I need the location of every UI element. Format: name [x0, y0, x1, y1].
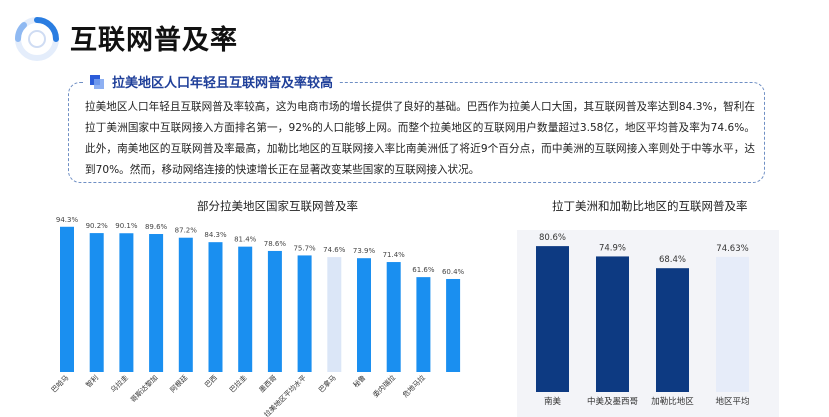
left-bar	[60, 226, 74, 372]
left-value-label: 78.6%	[264, 240, 287, 248]
right-bar	[596, 256, 629, 392]
left-value-label: 89.6%	[145, 223, 168, 231]
callout-box	[68, 82, 765, 183]
left-value-label: 73.9%	[353, 247, 376, 255]
left-value-label: 61.6%	[412, 266, 435, 274]
left-category-label: 巴西	[203, 374, 219, 390]
right-value-label: 68.4%	[659, 255, 686, 265]
right-bar	[716, 256, 749, 392]
left-chart-title: 部分拉美地区国家互联网普及率	[197, 199, 358, 213]
left-value-label: 90.1%	[115, 222, 138, 230]
left-bar	[119, 233, 134, 372]
square-icon	[90, 74, 104, 89]
callout-header: 拉美地区人口年轻且互联网普及率较高	[84, 72, 340, 91]
left-category-label: 智利	[84, 373, 100, 389]
right-category-label: 中美及墨西哥	[587, 396, 639, 407]
right-chart-title: 拉丁美洲和加勒比地区的互联网普及率	[552, 199, 748, 213]
left-bar	[446, 278, 461, 372]
left-value-label: 90.2%	[86, 222, 109, 230]
left-category-label: 乌拉圭	[109, 373, 130, 394]
left-bar	[327, 257, 342, 372]
left-bar	[149, 234, 164, 372]
left-category-label: 秘鲁	[351, 373, 367, 389]
right-value-label: 80.6%	[539, 233, 566, 243]
logo-icon	[14, 17, 59, 61]
left-value-label: 94.3%	[56, 216, 79, 224]
left-category-label: 哥斯达黎加	[128, 373, 159, 404]
left-value-label: 71.4%	[383, 251, 406, 259]
right-value-label: 74.63%	[716, 244, 748, 254]
left-value-label: 84.3%	[204, 231, 227, 239]
left-bar	[386, 262, 401, 372]
left-value-label: 81.4%	[234, 236, 257, 244]
right-category-label: 加勒比地区	[651, 396, 694, 407]
left-category-label: 阿根廷	[168, 373, 189, 394]
left-bar	[238, 246, 253, 372]
left-category-label: 巴拉圭	[227, 373, 248, 394]
left-category-label: 巴拿马	[317, 373, 338, 394]
page-title: 互联网普及率	[70, 25, 238, 56]
right-bar	[536, 246, 569, 392]
right-value-label: 74.9%	[599, 243, 626, 253]
left-value-label: 60.4%	[442, 268, 465, 276]
left-category-label: 巴哈马	[49, 373, 70, 394]
left-value-label: 75.7%	[293, 244, 316, 252]
left-category-label: 委内瑞拉	[371, 373, 397, 399]
left-bar	[208, 242, 223, 372]
callout-body: 拉美地区人口年轻且互联网普及率较高，这为电商市场的增长提供了良好的基础。巴西作为…	[85, 101, 755, 176]
left-bar	[267, 250, 282, 372]
right-category-label: 南美	[544, 396, 562, 407]
right-bar	[656, 268, 689, 392]
left-bar	[178, 237, 193, 372]
left-bar	[297, 255, 312, 372]
right-category-label: 地区平均	[715, 396, 749, 407]
left-category-label: 危地马拉	[401, 373, 427, 399]
left-bar	[416, 277, 431, 372]
left-value-label: 87.2%	[175, 227, 198, 235]
left-bar	[357, 258, 371, 372]
left-category-label: 墨西哥	[258, 374, 279, 395]
left-value-label: 74.6%	[323, 246, 346, 254]
left-bar	[89, 233, 104, 372]
callout-title: 拉美地区人口年轻且互联网普及率较高	[112, 76, 334, 91]
